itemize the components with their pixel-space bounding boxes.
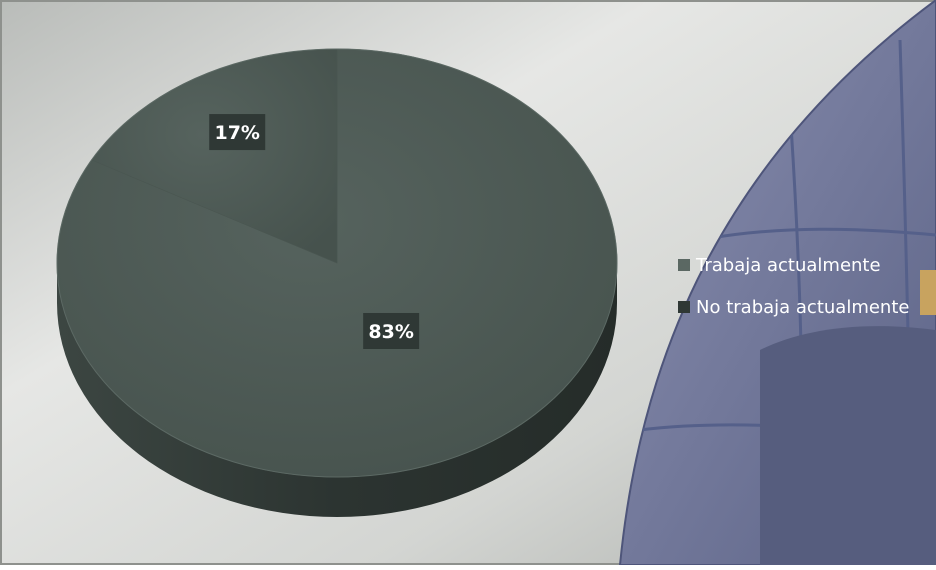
- legend-label: Trabaja actualmente: [695, 255, 881, 276]
- pie-side-wall: [57, 263, 617, 517]
- legend-label: No trabaja actualmente: [696, 297, 909, 318]
- data-label-text: 17%: [214, 122, 259, 144]
- legend-item-2: No trabaja actualmente: [678, 297, 909, 318]
- data-label-box: [209, 114, 266, 151]
- pie-top-rim: [56, 48, 618, 478]
- data-label-2: 17%: [209, 114, 266, 151]
- data-label-text: 83%: [368, 321, 413, 343]
- data-label-box: [363, 312, 420, 349]
- legend-item-1: Trabaja actualmente: [678, 255, 881, 276]
- pie-layer: [56, 48, 618, 517]
- legend-swatch: [678, 301, 690, 313]
- data-labels: 83% 17%: [209, 114, 420, 349]
- data-label-1: 83%: [363, 312, 420, 349]
- legend-swatch: [678, 259, 690, 271]
- globe-decoration: [618, 0, 936, 566]
- legend: Trabaja actualmente No trabaja actualment…: [678, 255, 909, 318]
